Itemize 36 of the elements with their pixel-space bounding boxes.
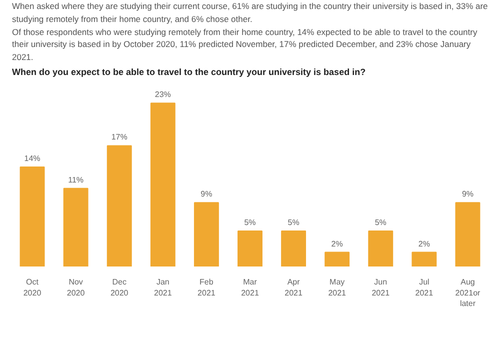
text: Of those respondents who were studying remotely from their home country, 14% expected to be able to travel to the country their university is based in by October 2020, 11% predicted November, 17% predicted December, and 23% chose January 2021.	[12, 26, 478, 64]
data-label: 17%	[111, 132, 128, 142]
x-tick-label: Dec 2020	[110, 277, 129, 297]
bar	[455, 202, 480, 266]
bar	[368, 230, 394, 266]
bar	[194, 202, 219, 266]
data-label: 11%	[68, 174, 84, 184]
x-tick-label: Jan 2021	[154, 277, 172, 297]
x-tick-label: Oct 2020	[23, 277, 42, 297]
bar	[106, 144, 132, 266]
data-label: 2%	[331, 238, 343, 248]
x-tick-label: Mar 2021	[241, 277, 260, 297]
x-tick-label: Apr 2021	[284, 277, 303, 297]
data-label: 9%	[462, 189, 474, 198]
x-tick-label: Nov 2020	[66, 277, 86, 297]
bar	[20, 166, 45, 266]
bar	[150, 102, 176, 266]
x-tick-label: Jun 2021	[372, 277, 390, 297]
data-label: 14%	[24, 154, 40, 163]
bar	[63, 187, 88, 266]
data-label: 9%	[200, 189, 212, 198]
data-label: 5%	[288, 218, 300, 227]
bar	[238, 230, 262, 266]
bar	[281, 230, 306, 266]
x-tick-label: Aug 2021or later	[455, 277, 481, 308]
bar	[324, 251, 350, 266]
x-tick-label: May 2021	[328, 277, 347, 297]
chart-title: When do you expect to be able to travel to the country your university is based in?	[12, 66, 366, 79]
x-tick-label: Feb 2021	[198, 277, 216, 297]
data-label: 23%	[154, 90, 171, 99]
bar	[412, 251, 437, 266]
data-label: 2%	[418, 238, 430, 248]
x-tick-label: Jul 2021	[415, 277, 434, 297]
data-label: 5%	[244, 218, 256, 227]
text: When asked where they are studying their current course, 61% are studying in the country their university is based in, 33% are studying remotely from their home country, and 6% chose other.	[12, 0, 489, 26]
data-label: 5%	[374, 218, 386, 227]
